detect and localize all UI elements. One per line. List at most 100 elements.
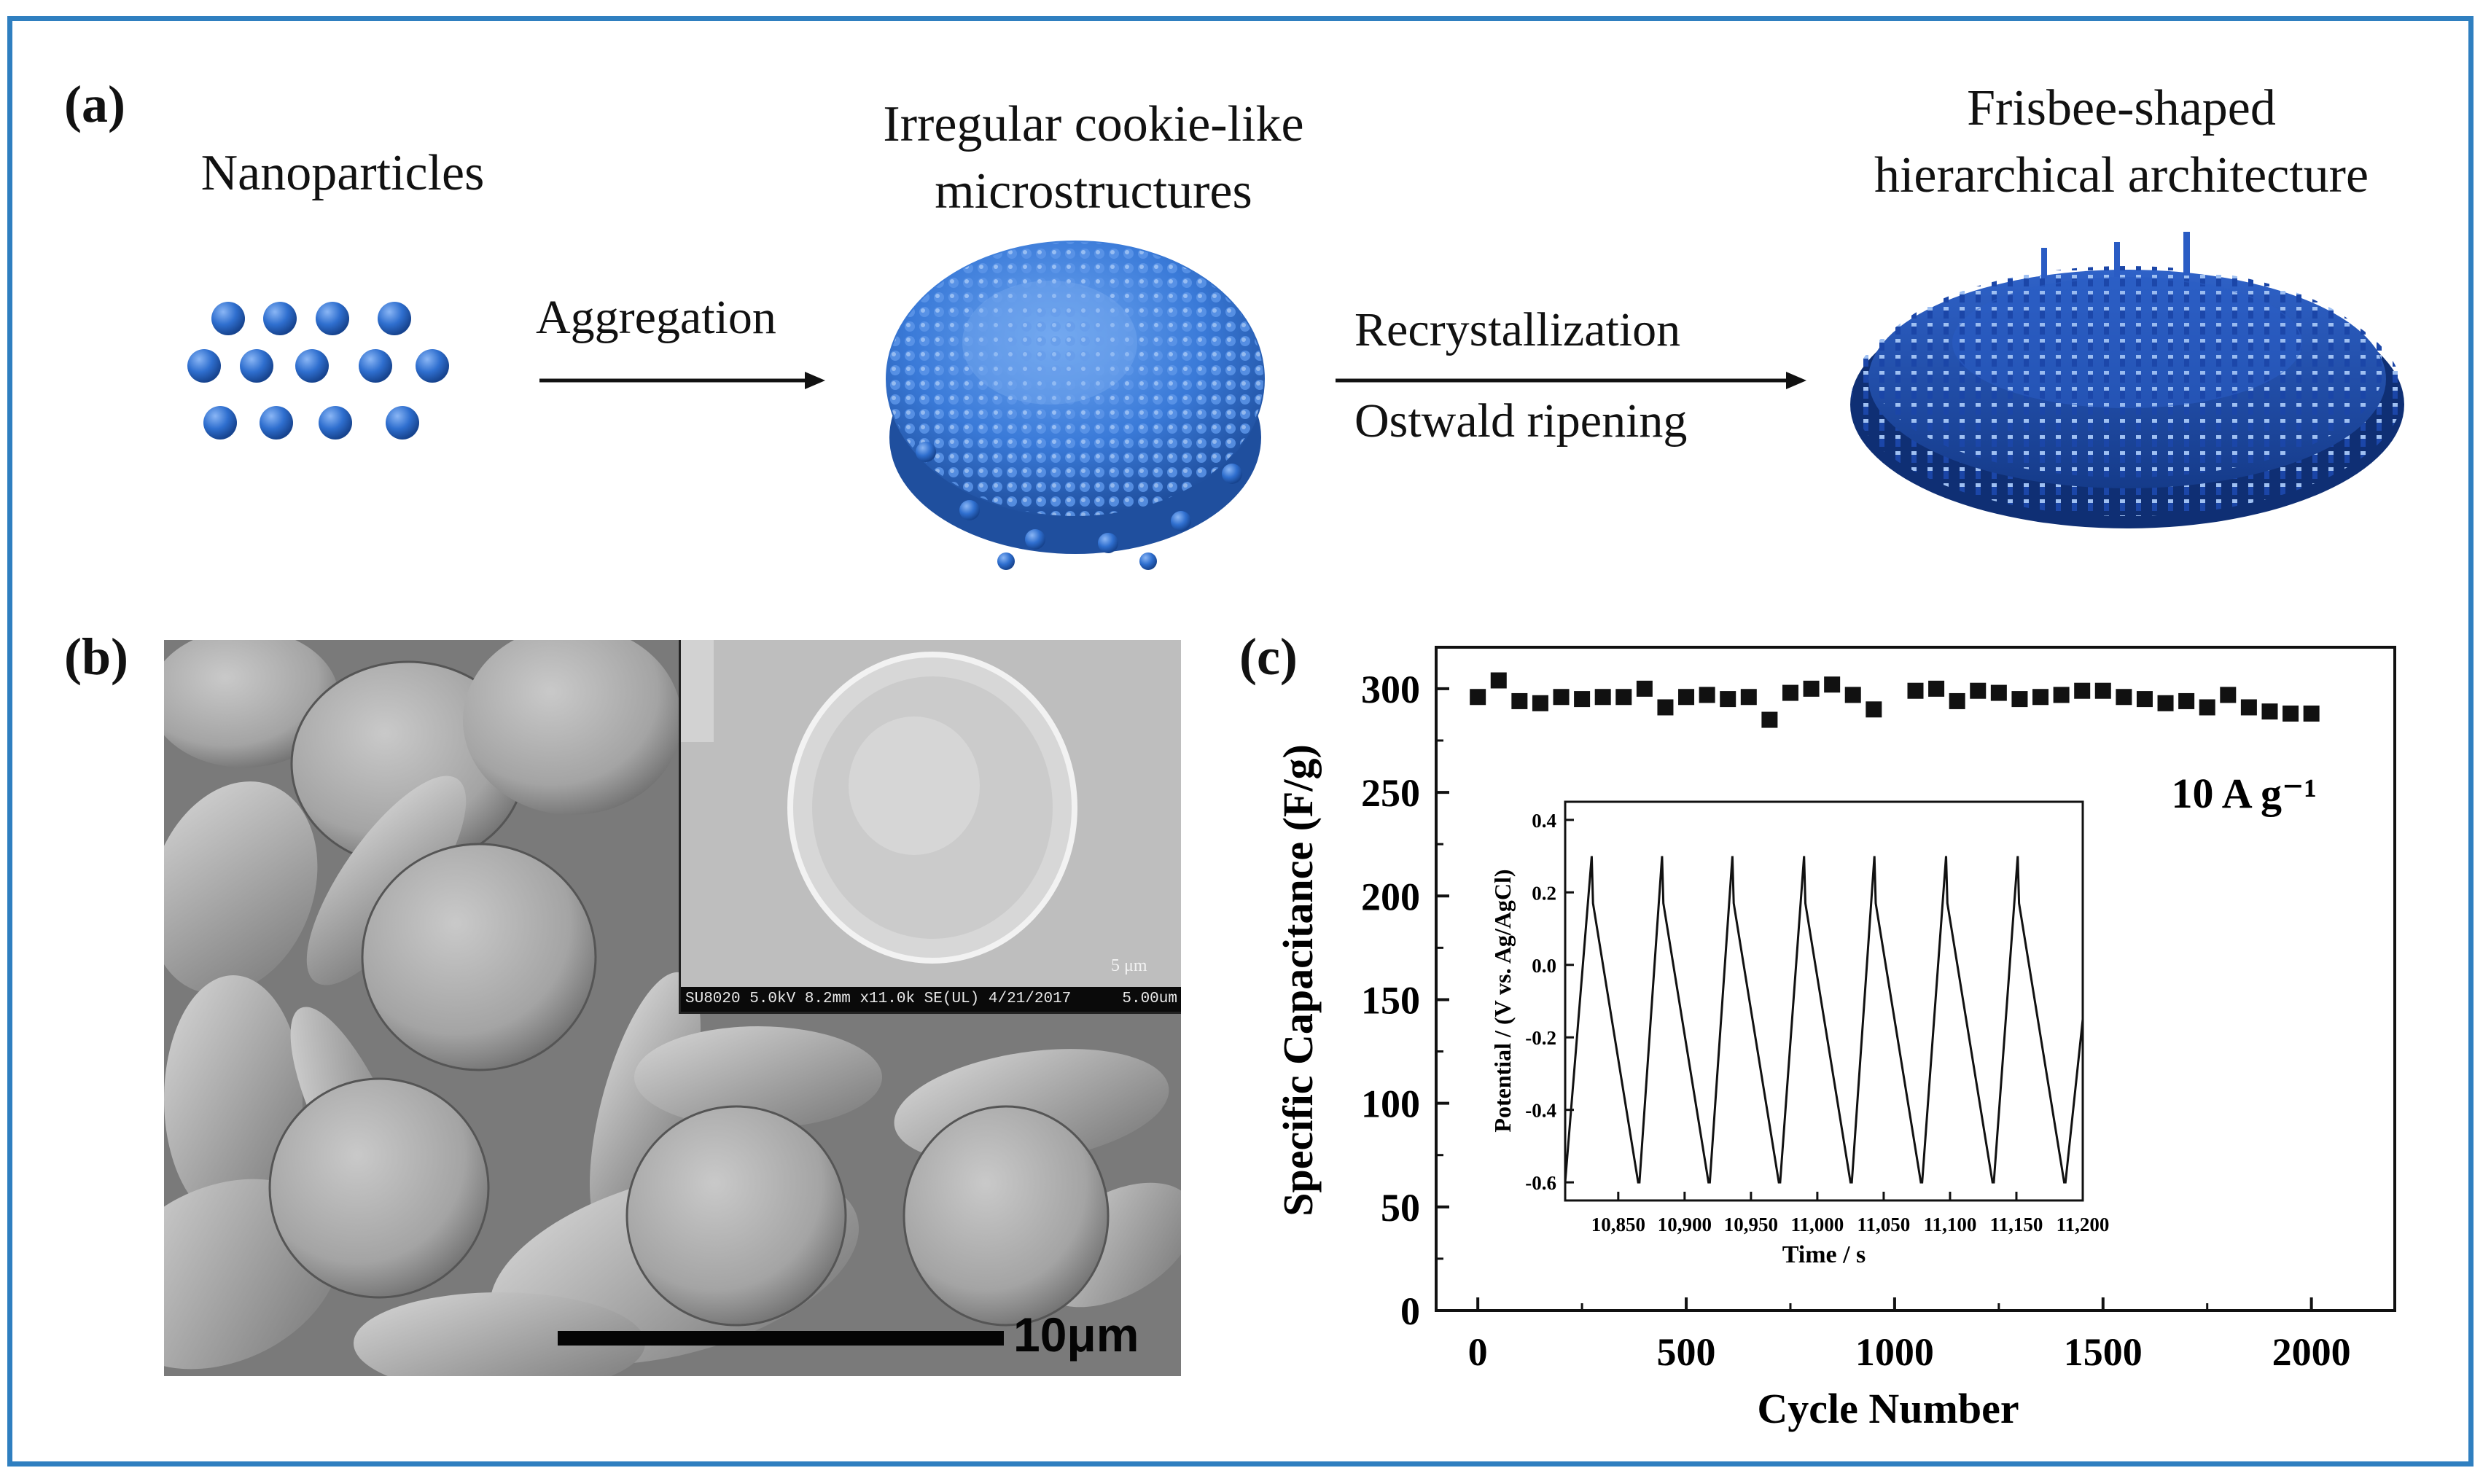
main-x-tick-label: 0 — [1468, 1330, 1488, 1374]
step1-label: Aggregation — [536, 291, 776, 344]
capacitance-point — [1678, 689, 1695, 706]
capacitance-point — [1761, 711, 1778, 728]
sem-inset-disc — [681, 640, 1181, 987]
capacitance-point — [1782, 684, 1798, 701]
inset-x-tick-label: 11,100 — [1924, 1214, 1977, 1235]
figure-frame — [7, 16, 2474, 1467]
inset-x-tick-label: 11,000 — [1791, 1214, 1844, 1235]
main-y-tick-label: 200 — [1361, 875, 1420, 918]
stage2-caption-line1: Irregular cookie-like — [883, 96, 1304, 152]
capacitance-point — [1615, 689, 1632, 706]
inset-scale-label: 5 μm — [1111, 956, 1147, 975]
inset-x-tick-label: 10,950 — [1724, 1214, 1778, 1235]
capacitance-point — [1844, 687, 1861, 703]
scale-bar-label: 10μm — [1013, 1308, 1139, 1362]
charge-discharge-curve — [1564, 856, 2084, 1184]
inset-info-scale: 5.00um — [1122, 991, 1177, 1007]
stage3-caption-line1: Frisbee-shaped — [1967, 80, 2276, 136]
capacitance-point — [1949, 692, 1965, 709]
inset-x-tick-label: 11,150 — [1990, 1214, 2043, 1235]
inset-x-tick-label: 10,900 — [1658, 1214, 1712, 1235]
main-y-axis-label: Specific Capacitance (F/g) — [1274, 744, 1322, 1217]
inset-y-tick-label: -0.4 — [1525, 1100, 1556, 1122]
inset-info-text: SU8020 5.0kV 8.2mm x11.0k SE(UL) 4/21/20… — [685, 991, 1072, 1007]
main-y-tick-label: 100 — [1361, 1082, 1420, 1126]
inset-y-axis-label: Potential / (V vs. Ag/AgCl) — [1489, 869, 1516, 1132]
capacitance-point — [2116, 689, 2132, 706]
main-x-tick-label: 500 — [1657, 1330, 1716, 1374]
capacitance-point — [1990, 684, 2007, 701]
capacitance-point — [1594, 689, 1611, 706]
inset-y-tick-label: 0.0 — [1532, 955, 1556, 977]
capacitance-point — [1928, 680, 1945, 697]
capacitance-point — [1699, 687, 1715, 703]
panel-a-label: (a) — [64, 75, 125, 133]
main-x-axis-label: Cycle Number — [1757, 1385, 2019, 1432]
capacitance-point — [2261, 703, 2278, 720]
capacitance-point — [1490, 672, 1507, 689]
sem-inset: 5 μm SU8020 5.0kV 8.2mm x11.0k SE(UL) 4/… — [679, 640, 1181, 1014]
main-x-tick-label: 1000 — [1855, 1330, 1934, 1374]
capacitance-point — [2074, 682, 2091, 699]
capacitance-point — [1657, 699, 1674, 716]
inset-x-axis-label: Time / s — [1782, 1241, 1866, 1268]
capacitance-point — [1636, 680, 1653, 697]
capacitance-point — [2094, 682, 2111, 699]
capacitance-point — [2053, 687, 2070, 703]
current-density-label: 10 A g⁻¹ — [2172, 770, 2317, 817]
inset-x-tick-label: 11,050 — [1857, 1214, 1911, 1235]
capacitance-point — [1470, 689, 1486, 706]
scale-bar — [558, 1331, 1004, 1346]
panel-b-label: (b) — [64, 628, 128, 686]
capacitance-point — [2199, 699, 2215, 716]
capacitance-point — [1532, 695, 1548, 711]
capacitance-point — [2136, 691, 2153, 708]
main-y-tick-label: 50 — [1381, 1186, 1420, 1230]
main-y-tick-label: 150 — [1361, 978, 1420, 1022]
panel-a-schematic — [187, 232, 2404, 570]
inset-y-tick-label: 0.2 — [1532, 882, 1556, 904]
capacitance-point — [2303, 706, 2320, 722]
inset-y-tick-label: -0.2 — [1525, 1027, 1556, 1049]
capacitance-point — [2240, 699, 2257, 716]
inset-x-tick-label: 11,200 — [2057, 1214, 2110, 1235]
capacitance-point — [2283, 706, 2299, 722]
stage2-caption-line2: microstructures — [935, 163, 1252, 219]
main-y-tick-label: 300 — [1361, 668, 1420, 711]
main-plot-frame — [1435, 646, 2396, 1312]
inset-axis-ticks: 10,850 10,900 10,950 11,000 11,050 11,100 11,1… — [1525, 810, 2109, 1235]
main-y-tick-label: 250 — [1361, 771, 1420, 815]
capacitance-point — [2157, 695, 2174, 711]
cookie-aggregate — [886, 241, 1265, 570]
capacitance-point — [1803, 680, 1820, 697]
capacitance-point — [1824, 676, 1841, 693]
capacitance-point — [2032, 689, 2049, 706]
capacitance-point — [1970, 682, 1987, 699]
main-x-tick-label: 1500 — [2064, 1330, 2143, 1374]
stage1-caption: Nanoparticles — [200, 145, 485, 201]
main-x-tick-label: 2000 — [2272, 1330, 2351, 1374]
stage3-caption-line2: hierarchical architecture — [1874, 147, 2369, 203]
frisbee-architecture — [1850, 232, 2404, 528]
capacitance-point — [1511, 692, 1528, 709]
capacitance-point — [1553, 689, 1570, 706]
panel-c-label: (c) — [1239, 628, 1298, 686]
sem-micrograph: 5 μm SU8020 5.0kV 8.2mm x11.0k SE(UL) 4/… — [164, 640, 1181, 1376]
capacitance-point — [1574, 691, 1591, 708]
capacitance-point — [1740, 689, 1757, 706]
inset-y-tick-label: 0.4 — [1532, 810, 1556, 832]
inset-x-tick-label: 10,850 — [1591, 1214, 1645, 1235]
capacitance-point — [1907, 682, 1924, 699]
step2-label-line1: Recrystallization — [1354, 303, 1681, 356]
nanoparticle-cluster — [187, 302, 449, 440]
capacitance-point — [1866, 701, 1882, 718]
inset-info-bar: SU8020 5.0kV 8.2mm x11.0k SE(UL) 4/21/20… — [681, 987, 1181, 1012]
recrystallization-arrow — [1336, 372, 1806, 389]
main-axis-ticks: 0 500 1000 1500 2000 0 50 100 150 200 250 300 — [1361, 668, 2351, 1374]
aggregation-arrow — [539, 372, 825, 389]
inset-y-tick-label: -0.6 — [1525, 1172, 1556, 1194]
main-y-tick-label: 0 — [1400, 1289, 1420, 1333]
step2-label-line2: Ostwald ripening — [1354, 394, 1688, 448]
capacitance-point — [2220, 687, 2237, 703]
